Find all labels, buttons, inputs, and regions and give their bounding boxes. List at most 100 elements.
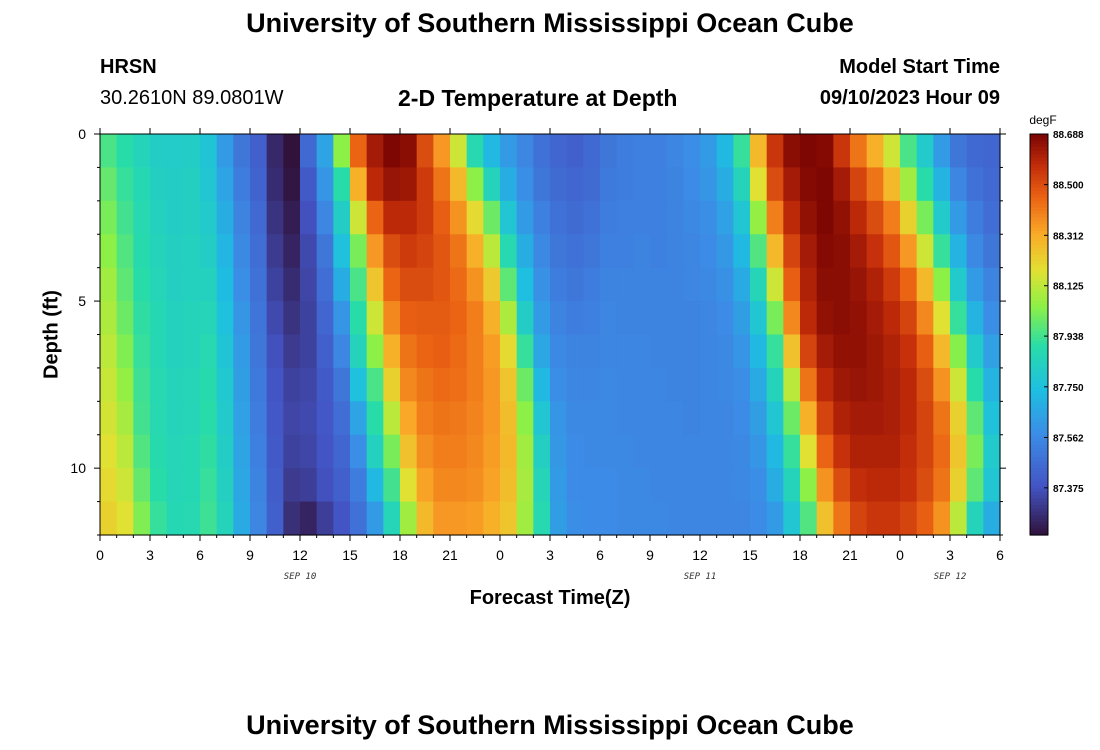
heatmap-cell bbox=[700, 468, 718, 503]
heatmap-cell bbox=[933, 334, 951, 369]
heatmap-cell bbox=[533, 200, 551, 235]
heatmap-cell bbox=[216, 200, 234, 235]
heatmap-cell bbox=[400, 468, 418, 503]
heatmap-cell bbox=[700, 367, 718, 402]
colorbar-frame bbox=[1029, 133, 1049, 536]
colorbar-segment bbox=[1030, 307, 1048, 312]
heatmap-cell bbox=[316, 468, 334, 503]
heatmap-cell bbox=[450, 434, 468, 469]
heatmap-cell bbox=[383, 468, 401, 503]
heatmap-cell bbox=[833, 267, 851, 302]
heatmap-cell bbox=[350, 367, 368, 402]
colorbar-segment bbox=[1030, 387, 1048, 392]
heatmap-cell bbox=[733, 167, 751, 202]
heatmap-cell bbox=[800, 267, 818, 302]
colorbar-segment bbox=[1030, 321, 1048, 326]
heatmap-cell bbox=[283, 468, 301, 503]
heatmap-cell bbox=[916, 167, 934, 202]
heatmap-cell bbox=[283, 267, 301, 302]
colorbar-segment bbox=[1030, 277, 1048, 282]
heatmap-cell bbox=[233, 468, 251, 503]
heatmap-cell bbox=[733, 234, 751, 269]
heatmap-cell bbox=[400, 234, 418, 269]
heatmap-cell bbox=[233, 267, 251, 302]
heatmap-cell bbox=[816, 134, 834, 169]
x-tick-label: 0 bbox=[896, 547, 904, 563]
heatmap-cell bbox=[766, 468, 784, 503]
heatmap-cell bbox=[150, 134, 168, 169]
colorbar-segment bbox=[1030, 177, 1048, 182]
heatmap-cell bbox=[900, 301, 918, 336]
model-start-time: 09/10/2023 Hour 09 bbox=[819, 87, 1000, 109]
colorbar-segment bbox=[1030, 287, 1048, 292]
colorbar-segment bbox=[1030, 414, 1048, 419]
colorbar-segment bbox=[1030, 134, 1048, 138]
heatmap-cell bbox=[300, 134, 318, 169]
colorbar-segment bbox=[1030, 361, 1048, 366]
heatmap-cell bbox=[700, 134, 718, 169]
heatmap-cell bbox=[133, 367, 151, 402]
heatmap-cell bbox=[533, 301, 551, 336]
x-axis-title: Forecast Time(Z) bbox=[470, 587, 631, 609]
heatmap-cell bbox=[833, 501, 851, 536]
heatmap-cell bbox=[666, 401, 684, 436]
heatmap-cell bbox=[550, 334, 568, 369]
colorbar-unit: degF bbox=[1029, 113, 1056, 127]
colorbar-segment bbox=[1030, 227, 1048, 232]
heatmap-cell bbox=[650, 167, 668, 202]
heatmap-cell bbox=[416, 301, 434, 336]
heatmap-cell bbox=[333, 468, 351, 503]
colorbar-segment bbox=[1030, 364, 1048, 369]
heatmap-cell bbox=[616, 334, 634, 369]
heatmap-cell bbox=[366, 134, 384, 169]
heatmap-cell bbox=[100, 134, 118, 169]
heatmap-cell bbox=[433, 334, 451, 369]
heatmap-cell bbox=[650, 468, 668, 503]
colorbar-segment bbox=[1030, 234, 1048, 239]
heatmap-cell bbox=[266, 434, 284, 469]
heatmap-cell bbox=[850, 434, 868, 469]
heatmap-cell bbox=[466, 401, 484, 436]
heatmap-cell bbox=[916, 367, 934, 402]
heatmap-cell bbox=[333, 134, 351, 169]
heatmap-cell bbox=[633, 167, 651, 202]
heatmap-cell bbox=[250, 501, 268, 536]
colorbar-segment bbox=[1030, 464, 1048, 469]
heatmap-cell bbox=[833, 468, 851, 503]
heatmap-cell bbox=[100, 434, 118, 469]
heatmap-cell bbox=[866, 167, 884, 202]
heatmap-cell bbox=[600, 401, 618, 436]
heatmap-cell bbox=[366, 434, 384, 469]
heatmap-cell bbox=[716, 134, 734, 169]
heatmap-cell bbox=[300, 334, 318, 369]
heatmap-cell bbox=[733, 434, 751, 469]
x-tick-label: 3 bbox=[146, 547, 154, 563]
heatmap-cell bbox=[200, 434, 218, 469]
heatmap-cell bbox=[150, 301, 168, 336]
heatmap-cell bbox=[466, 501, 484, 536]
heatmap-cell bbox=[350, 501, 368, 536]
heatmap-cell bbox=[750, 267, 768, 302]
heatmap-cell bbox=[866, 367, 884, 402]
heatmap-cell bbox=[766, 434, 784, 469]
heatmap-cell bbox=[866, 334, 884, 369]
x-tick-label: 6 bbox=[996, 547, 1004, 563]
heatmap-cell bbox=[700, 167, 718, 202]
colorbar-segment bbox=[1030, 197, 1048, 202]
heatmap-cell bbox=[683, 367, 701, 402]
heatmap-cell bbox=[166, 501, 184, 536]
heatmap-cell bbox=[683, 134, 701, 169]
colorbar-segment bbox=[1030, 184, 1048, 189]
heatmap-cell bbox=[566, 234, 584, 269]
colorbar-segment bbox=[1030, 160, 1048, 165]
colorbar-label: 88.688 bbox=[1053, 130, 1084, 141]
heatmap-cell bbox=[483, 167, 501, 202]
heatmap-cell bbox=[733, 267, 751, 302]
heatmap-cell bbox=[183, 267, 201, 302]
heatmap-cell bbox=[216, 334, 234, 369]
x-tick-label: 18 bbox=[392, 547, 408, 563]
heatmap-cell bbox=[650, 367, 668, 402]
heatmap-cell bbox=[200, 200, 218, 235]
heatmap-cell bbox=[983, 434, 1001, 469]
heatmap-cell bbox=[216, 434, 234, 469]
